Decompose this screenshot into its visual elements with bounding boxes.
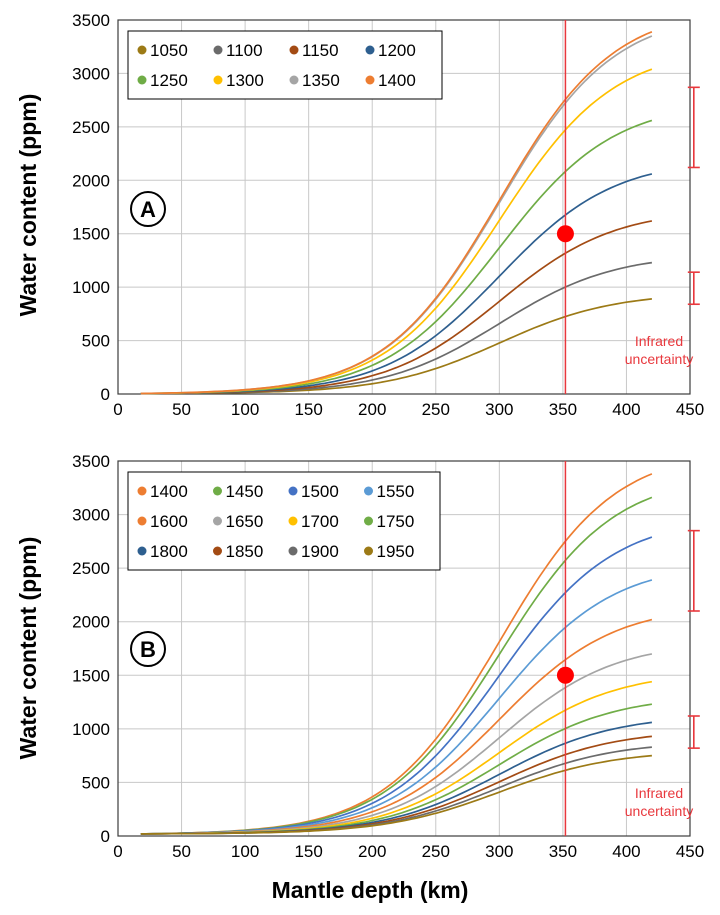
legend-label-1150: 1150 [302,41,339,60]
legend-marker-1950 [364,546,373,556]
legend-label-1950: 1950 [377,542,415,561]
legend-label-1300: 1300 [226,71,264,90]
annotation-line-2: uncertainty [625,351,693,367]
legend-label-1400: 1400 [150,482,188,501]
x-tick-label: 300 [485,400,513,419]
legend-label-1400: 1400 [378,71,416,90]
x-tick-label: 250 [422,400,450,419]
x-axis-title: Mantle depth (km) [272,877,469,903]
legend-label-1350: 1350 [302,71,340,90]
x-tick-label: 200 [358,842,386,861]
legend-marker-1500 [288,486,298,496]
legend-marker-1450 [213,486,222,496]
legend-label-1900: 1900 [301,542,339,561]
x-tick-label: 0 [113,842,122,861]
legend-label-1250: 1250 [150,71,188,90]
y-tick-label: 2000 [72,613,110,632]
legend-marker-1050 [137,45,147,55]
panel-b-y-axis-title: Water content (ppm) [15,537,41,760]
legend-label-1100: 1100 [226,41,263,60]
y-tick-label: 3000 [72,64,110,83]
data-marker [556,225,574,243]
y-tick-label: 0 [101,385,110,404]
legend-marker-1350 [289,75,299,85]
x-tick-label: 0 [113,400,122,419]
x-tick-label: 300 [485,842,513,861]
x-tick-label: 400 [612,400,640,419]
legend-marker-1850 [213,546,222,556]
x-tick-label: 100 [231,400,259,419]
x-tick-label: 100 [231,842,259,861]
legend-marker-1400 [137,486,147,496]
x-tick-label: 450 [676,400,704,419]
y-tick-label: 2000 [72,171,110,190]
legend-label-1600: 1600 [150,512,188,531]
legend-box [127,471,441,571]
legend-box [127,30,443,100]
y-tick-label: 2500 [72,559,110,578]
y-tick-label: 0 [101,827,110,846]
legend-marker-1700 [288,516,298,526]
x-tick-label: 150 [294,842,322,861]
y-tick-label: 3000 [72,506,110,525]
y-tick-label: 1500 [72,225,110,244]
x-tick-label: 400 [612,842,640,861]
annotation-line-1: Infrared [635,785,683,801]
y-tick-label: 500 [82,332,110,351]
y-tick-label: 2500 [72,118,110,137]
legend-label-1450: 1450 [226,482,264,501]
legend-marker-1800 [137,546,147,556]
legend-marker-1900 [288,546,298,556]
legend-marker-1200 [365,45,375,55]
legend-label-1850: 1850 [226,542,264,561]
legend-label-1200: 1200 [378,41,416,60]
y-tick-label: 500 [82,773,110,792]
x-tick-label: 250 [422,842,450,861]
y-tick-label: 1000 [72,720,110,739]
y-tick-label: 1000 [72,278,110,297]
legend-marker-1150 [289,45,299,55]
data-marker [556,666,574,684]
legend-label-1500: 1500 [301,482,339,501]
plot-frame [117,19,691,395]
legend-marker-1650 [213,516,222,526]
legend-marker-1600 [137,516,147,526]
legend-label-1800: 1800 [150,542,188,561]
legend-marker-1300 [213,75,223,85]
panel-letter: A [140,197,156,222]
legend-label-1650: 1650 [226,512,264,531]
legend-marker-1250 [137,75,147,85]
legend-marker-1400 [365,75,375,85]
legend-marker-1550 [364,486,373,496]
panel-letter: B [140,637,156,662]
legend-label-1050: 1050 [150,41,188,60]
panel-a-y-axis-title: Water content (ppm) [15,94,41,317]
plot-frame [117,460,691,837]
annotation-line-1: Infrared [635,333,683,349]
x-tick-label: 350 [549,400,577,419]
x-tick-label: 50 [172,842,191,861]
legend-marker-1750 [364,516,373,526]
x-tick-label: 200 [358,400,386,419]
y-tick-label: 1500 [72,666,110,685]
x-tick-label: 450 [676,842,704,861]
y-tick-label: 3500 [72,452,110,471]
legend-label-1550: 1550 [377,482,415,501]
x-tick-label: 50 [172,400,191,419]
legend-label-1750: 1750 [377,512,415,531]
x-tick-label: 150 [294,400,322,419]
series-line-1950 [140,754,652,835]
panel-a: Water content (ppm) 0 50 100 150 200 250 300 35… [15,11,704,419]
legend-marker-1100 [213,45,223,55]
panel-letter-circle [130,631,166,667]
panel-letter-circle [130,191,166,227]
x-tick-label: 350 [549,842,577,861]
panel-b: Water content (ppm) 0 50 100 150 200 250 300 35… [15,452,704,861]
legend-label-1700: 1700 [301,512,339,531]
y-tick-label: 3500 [72,11,110,30]
series-line-1400 [140,31,653,395]
annotation-line-2: uncertainty [625,803,693,819]
